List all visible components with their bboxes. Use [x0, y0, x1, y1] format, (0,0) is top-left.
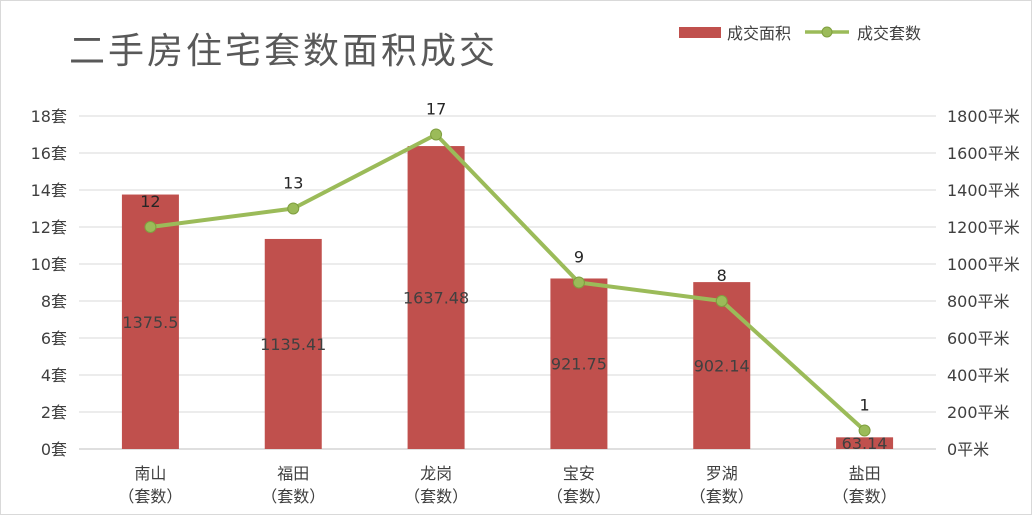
category-sublabel: （套数） [833, 487, 897, 506]
legend-bar-swatch [679, 27, 721, 38]
legend-line-label: 成交套数 [857, 24, 921, 43]
category-sublabel: （套数） [118, 487, 182, 506]
right-tick-label: 400平米 [947, 366, 1010, 385]
chart-title: 二手房住宅套数面积成交 [69, 31, 498, 72]
legend: 成交面积 成交套数 [679, 24, 921, 43]
left-tick-label: 18套 [31, 107, 67, 126]
line-point [287, 202, 300, 215]
bar [836, 437, 894, 449]
line-point [144, 221, 157, 233]
category-label: 盐田 [849, 464, 881, 483]
left-tick-label: 10套 [31, 255, 67, 274]
category-axis: 南山 （套数） 福田 （套数） 龙岗 （套数） 宝安 （套数） 罗湖 （套数） 盐田 （套数） [118, 464, 896, 506]
line-point [430, 128, 443, 141]
right-tick-label: 1400平米 [947, 181, 1020, 200]
category-sublabel: （套数） [404, 487, 468, 506]
bar-data-label: 1135.41 [260, 335, 326, 354]
category-sublabel: （套数） [261, 487, 325, 506]
legend-line-marker [821, 26, 833, 38]
category-label: 罗湖 [706, 464, 738, 483]
left-tick-label: 6套 [41, 329, 67, 348]
bar [264, 238, 322, 449]
bar [121, 194, 179, 449]
left-tick-label: 14套 [31, 181, 67, 200]
line-point [715, 295, 728, 307]
left-tick-label: 12套 [31, 218, 67, 237]
line-point [858, 424, 871, 437]
category-sublabel: （套数） [547, 487, 611, 506]
right-tick-label: 1600平米 [947, 144, 1020, 163]
line-data-label: 12 [140, 192, 160, 211]
bar-data-label: 1637.48 [403, 289, 469, 308]
gridlines [79, 115, 936, 450]
series-line [150, 132, 866, 432]
line-data-label: 13 [283, 174, 303, 193]
bar [693, 282, 751, 449]
right-tick-label: 800平米 [947, 292, 1010, 311]
line-data-label: 9 [574, 248, 584, 267]
category-label: 宝安 [563, 464, 595, 483]
category-label: 福田 [277, 464, 309, 483]
bar-data-label: 1375.5 [122, 313, 178, 332]
legend-bar-label: 成交面积 [727, 24, 791, 43]
category-sublabel: （套数） [690, 487, 754, 506]
category-label: 龙岗 [420, 464, 452, 483]
line-data-label: 8 [717, 266, 727, 285]
right-tick-label: 1800平米 [947, 107, 1020, 126]
left-tick-label: 4套 [41, 366, 67, 385]
right-tick-label: 1200平米 [947, 218, 1020, 237]
bar [407, 146, 465, 449]
line-series: 12 13 17 9 8 1 [140, 100, 871, 437]
line-data-label: 1 [859, 396, 869, 415]
left-axis: 0套 2套 4套 6套 8套 10套 12套 14套 16套 18套 [31, 107, 67, 459]
bar-data-label: 63.14 [842, 434, 888, 453]
category-label: 南山 [134, 464, 166, 483]
bar-series: 1375.5 1135.41 1637.48 921.75 902.14 63.14 [121, 146, 894, 453]
right-axis: 0平米 200平米 400平米 600平米 800平米 1000平米 1200平米 1400平… [947, 107, 1020, 459]
right-tick-label: 600平米 [947, 329, 1010, 348]
right-tick-label: 200平米 [947, 403, 1010, 422]
left-tick-label: 2套 [41, 403, 67, 422]
right-tick-label: 0平米 [947, 440, 989, 459]
bar-data-label: 902.14 [694, 357, 750, 376]
left-tick-label: 16套 [31, 144, 67, 163]
bar-data-label: 921.75 [551, 355, 607, 374]
bar [550, 278, 608, 449]
right-tick-label: 1000平米 [947, 255, 1020, 274]
line-data-label: 17 [426, 100, 446, 119]
left-tick-label: 8套 [41, 292, 67, 311]
left-tick-label: 0套 [41, 440, 67, 459]
line-point [572, 276, 585, 289]
